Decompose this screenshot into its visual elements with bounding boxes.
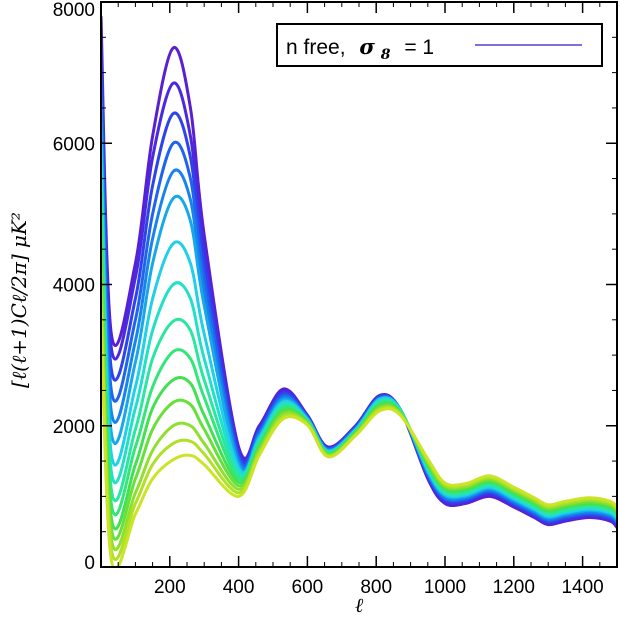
- series-line-6: [101, 122, 617, 521]
- series-line-12: [101, 249, 617, 541]
- x-axis-title: ℓ: [355, 593, 364, 617]
- legend: n free, σ 8 = 1: [276, 23, 603, 67]
- x-tick-label: 400: [223, 577, 255, 598]
- y-tick-label: 2000: [53, 417, 95, 438]
- series-line-1: [101, 16, 617, 529]
- x-axis-ticks: 200 400 600 800 1000 1200 1400: [117, 2, 604, 598]
- series-line-7: [101, 143, 617, 520]
- y-tick-label: 4000: [53, 276, 95, 297]
- x-tick-label: 600: [292, 577, 324, 598]
- series-line-10: [101, 206, 617, 516]
- series-line-15: [101, 312, 617, 567]
- series-line-11: [101, 227, 617, 531]
- legend-text: n free,: [286, 36, 346, 59]
- y-axis-title: [ℓ(ℓ+1)Cℓ/2π] μK²: [7, 212, 31, 388]
- x-tick-label: 1200: [493, 577, 535, 598]
- x-tick-label: 1400: [561, 577, 603, 598]
- x-tick-label: 800: [360, 577, 392, 598]
- y-tick-label: 6000: [53, 134, 95, 155]
- series-lines: [101, 16, 617, 567]
- legend-sigma: σ: [359, 34, 375, 59]
- series-line-8: [101, 164, 617, 519]
- series-line-3: [101, 58, 617, 526]
- legend-sigma-subscript: 8: [381, 47, 391, 63]
- x-tick-label: 1000: [424, 577, 466, 598]
- legend-equals: = 1: [404, 36, 434, 59]
- y-tick-label: 0: [84, 553, 95, 574]
- y-axis-ticks: 0 2000 4000 6000 8000: [53, 0, 617, 574]
- legend-label: n free, σ 8 = 1: [286, 34, 434, 64]
- y-tick-label: 8000: [53, 0, 95, 21]
- x-tick-label: 200: [154, 577, 186, 598]
